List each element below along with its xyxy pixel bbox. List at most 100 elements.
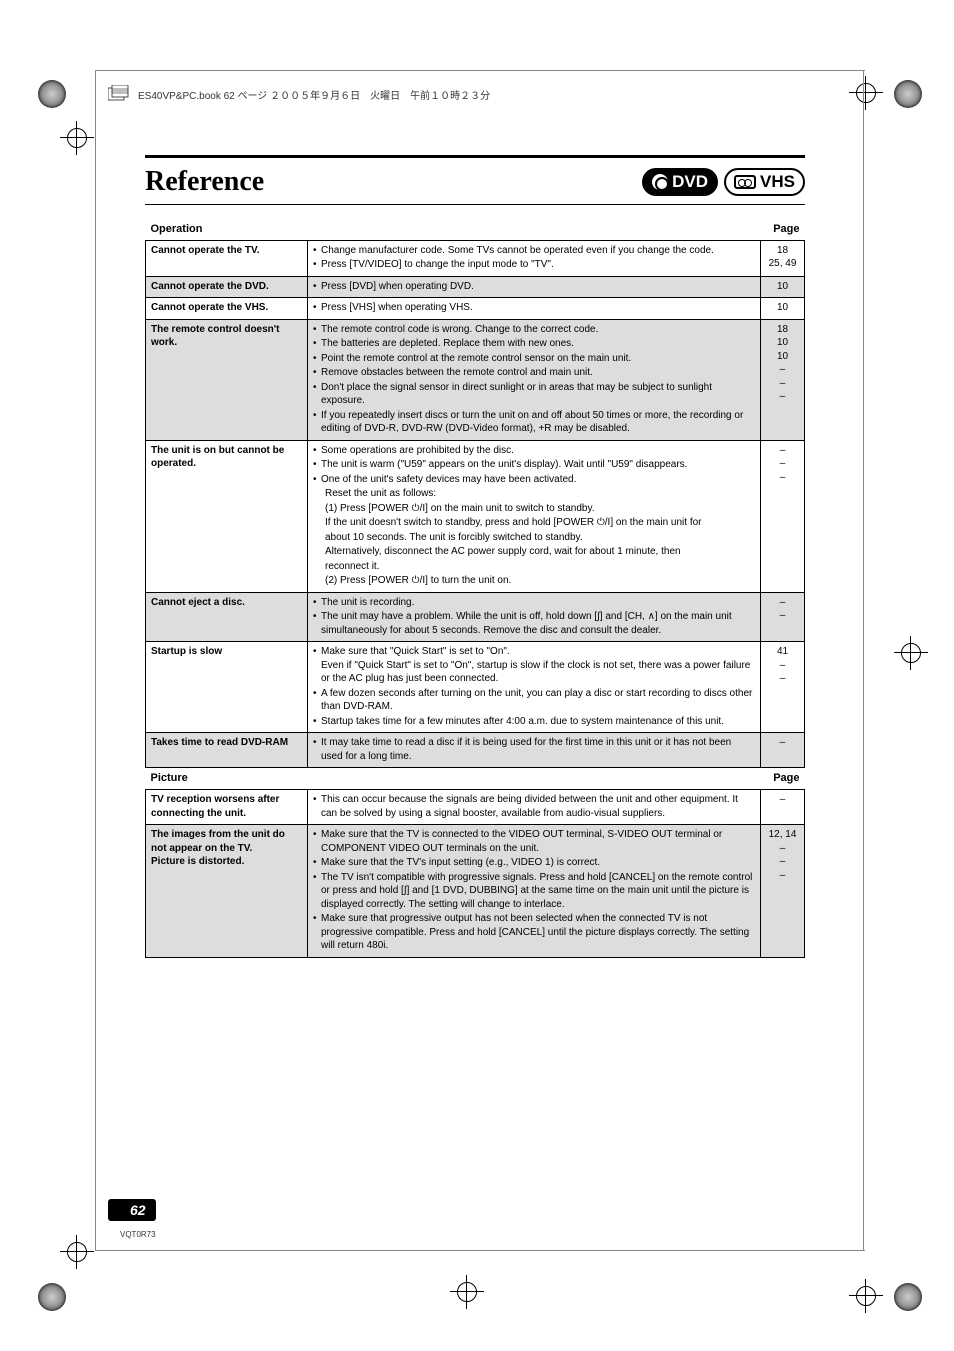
crop-circle-br bbox=[894, 1283, 922, 1311]
page-code: VQT0R73 bbox=[120, 1230, 156, 1239]
page-ref: 18 bbox=[766, 244, 799, 258]
page-ref: – bbox=[766, 457, 799, 471]
page-ref: – bbox=[766, 793, 799, 807]
page-ref-cell: 12, 14––– bbox=[761, 825, 805, 958]
page-ref: – bbox=[766, 390, 799, 404]
page-ref-cell: – bbox=[761, 790, 805, 825]
cause-item: Press [TV/VIDEO] to change the input mod… bbox=[313, 258, 755, 272]
problem-cell: Cannot operate the VHS. bbox=[146, 298, 308, 320]
problem-cell: The unit is on but cannot be operated. bbox=[146, 440, 308, 592]
cause-item: Press [VHS] when operating VHS. bbox=[313, 301, 755, 315]
page-ref: – bbox=[766, 363, 799, 377]
page-ref: – bbox=[766, 869, 799, 883]
top-rule-thin bbox=[145, 204, 805, 205]
section-header-row: PicturePage bbox=[146, 768, 805, 790]
page-ref: 10 bbox=[766, 350, 799, 364]
section-heading: Picture bbox=[146, 768, 761, 790]
page-ref: – bbox=[766, 471, 799, 485]
page-number-badge: 62 bbox=[108, 1199, 156, 1221]
cause-item: One of the unit's safety devices may hav… bbox=[313, 473, 755, 487]
section-header-row: OperationPage bbox=[146, 219, 805, 240]
page-ref-cell: 1825, 49 bbox=[761, 240, 805, 276]
badge-dvd-label: DVD bbox=[672, 172, 708, 192]
page-ref: – bbox=[766, 659, 799, 673]
cause-cell: The unit is recording.The unit may have … bbox=[308, 592, 761, 642]
cause-item: Press [DVD] when operating DVD. bbox=[313, 280, 755, 294]
cause-subline: (1) Press [POWER ⏻/I] on the main unit t… bbox=[313, 502, 755, 516]
cause-item: Point the remote control at the remote c… bbox=[313, 352, 755, 366]
page-content: Reference DVD VHS OperationPageCannot op… bbox=[145, 155, 805, 958]
page-ref: 12, 14 bbox=[766, 828, 799, 842]
cause-item: The TV isn't compatible with progressive… bbox=[313, 871, 755, 912]
cause-cell: Some operations are prohibited by the di… bbox=[308, 440, 761, 592]
problem-cell: The remote control doesn't work. bbox=[146, 319, 308, 440]
badge-vhs: VHS bbox=[724, 168, 805, 196]
cause-item: The unit is warm ("U59" appears on the u… bbox=[313, 458, 755, 472]
crop-target-tl bbox=[64, 125, 90, 151]
page-ref: 18 bbox=[766, 323, 799, 337]
cause-item: It may take time to read a disc if it is… bbox=[313, 736, 755, 763]
cause-item: Make sure that progressive output has no… bbox=[313, 912, 755, 953]
tape-icon bbox=[734, 175, 756, 189]
crop-circle-bl bbox=[38, 1283, 66, 1311]
page-ref-cell: –– bbox=[761, 592, 805, 642]
crop-circle-tl bbox=[38, 80, 66, 108]
cause-cell: Press [DVD] when operating DVD. bbox=[308, 276, 761, 298]
page-column-label: Page bbox=[761, 219, 805, 240]
table-row: Startup is slowMake sure that "Quick Sta… bbox=[146, 642, 805, 733]
table-row: Cannot operate the TV.Change manufacture… bbox=[146, 240, 805, 276]
problem-cell: Cannot eject a disc. bbox=[146, 592, 308, 642]
cause-item: The unit may have a problem. While the u… bbox=[313, 610, 755, 637]
cause-item: Make sure that the TV is connected to th… bbox=[313, 828, 755, 855]
page-ref: – bbox=[766, 377, 799, 391]
cause-cell: Change manufacturer code. Some TVs canno… bbox=[308, 240, 761, 276]
cause-item: If you repeatedly insert discs or turn t… bbox=[313, 409, 755, 436]
cause-subline: If the unit doesn't switch to standby, p… bbox=[313, 516, 755, 530]
media-badges: DVD VHS bbox=[642, 168, 805, 196]
cause-subline: reconnect it. bbox=[313, 560, 755, 574]
table-row: The remote control doesn't work.The remo… bbox=[146, 319, 805, 440]
table-row: Cannot operate the VHS. Press [VHS] when … bbox=[146, 298, 805, 320]
problem-cell: Cannot operate the DVD. bbox=[146, 276, 308, 298]
cause-item: A few dozen seconds after turning on the… bbox=[313, 687, 755, 714]
cause-item: The unit is recording. bbox=[313, 596, 755, 610]
cause-cell: It may take time to read a disc if it is… bbox=[308, 733, 761, 768]
cause-cell: Make sure that the TV is connected to th… bbox=[308, 825, 761, 958]
page-ref: – bbox=[766, 672, 799, 686]
cause-subline: Alternatively, disconnect the AC power s… bbox=[313, 545, 755, 559]
cause-item: The batteries are depleted. Replace them… bbox=[313, 337, 755, 351]
page-ref-cell: 10 bbox=[761, 276, 805, 298]
page-ref-cell: 10 bbox=[761, 298, 805, 320]
page-ref: – bbox=[766, 609, 799, 623]
table-row: The images from the unit do not appear o… bbox=[146, 825, 805, 958]
problem-cell: Cannot operate the TV. bbox=[146, 240, 308, 276]
table-row: The unit is on but cannot be operated. So… bbox=[146, 440, 805, 592]
crop-target-br bbox=[853, 1283, 879, 1309]
table-row: Takes time to read DVD-RAMIt may take ti… bbox=[146, 733, 805, 768]
problem-cell: Takes time to read DVD-RAM bbox=[146, 733, 308, 768]
cause-cell: This can occur because the signals are b… bbox=[308, 790, 761, 825]
troubleshoot-table: OperationPageCannot operate the TV.Chang… bbox=[145, 219, 805, 958]
cause-subline: Reset the unit as follows: bbox=[313, 487, 755, 501]
problem-cell: Startup is slow bbox=[146, 642, 308, 733]
page-column-label: Page bbox=[761, 768, 805, 790]
table-row: TV reception worsens after connecting th… bbox=[146, 790, 805, 825]
crop-target-bc bbox=[454, 1279, 480, 1305]
cause-cell: Make sure that "Quick Start" is set to "… bbox=[308, 642, 761, 733]
page-ref: 10 bbox=[766, 301, 799, 315]
page-ref: – bbox=[766, 842, 799, 856]
page-ref-cell: 181010––– bbox=[761, 319, 805, 440]
page-ref-cell: – bbox=[761, 733, 805, 768]
crop-circle-tr bbox=[894, 80, 922, 108]
page-ref: 10 bbox=[766, 280, 799, 294]
page-ref-cell: 41–– bbox=[761, 642, 805, 733]
cause-item: Don't place the signal sensor in direct … bbox=[313, 381, 755, 408]
page-ref: – bbox=[766, 444, 799, 458]
page-ref: 10 bbox=[766, 336, 799, 350]
title-row: Reference DVD VHS bbox=[145, 166, 805, 198]
problem-cell: The images from the unit do not appear o… bbox=[146, 825, 308, 958]
cause-item: Make sure that the TV's input setting (e… bbox=[313, 856, 755, 870]
page-ref: – bbox=[766, 736, 799, 750]
cause-item: Some operations are prohibited by the di… bbox=[313, 444, 755, 458]
page-frame-right bbox=[863, 70, 864, 1250]
